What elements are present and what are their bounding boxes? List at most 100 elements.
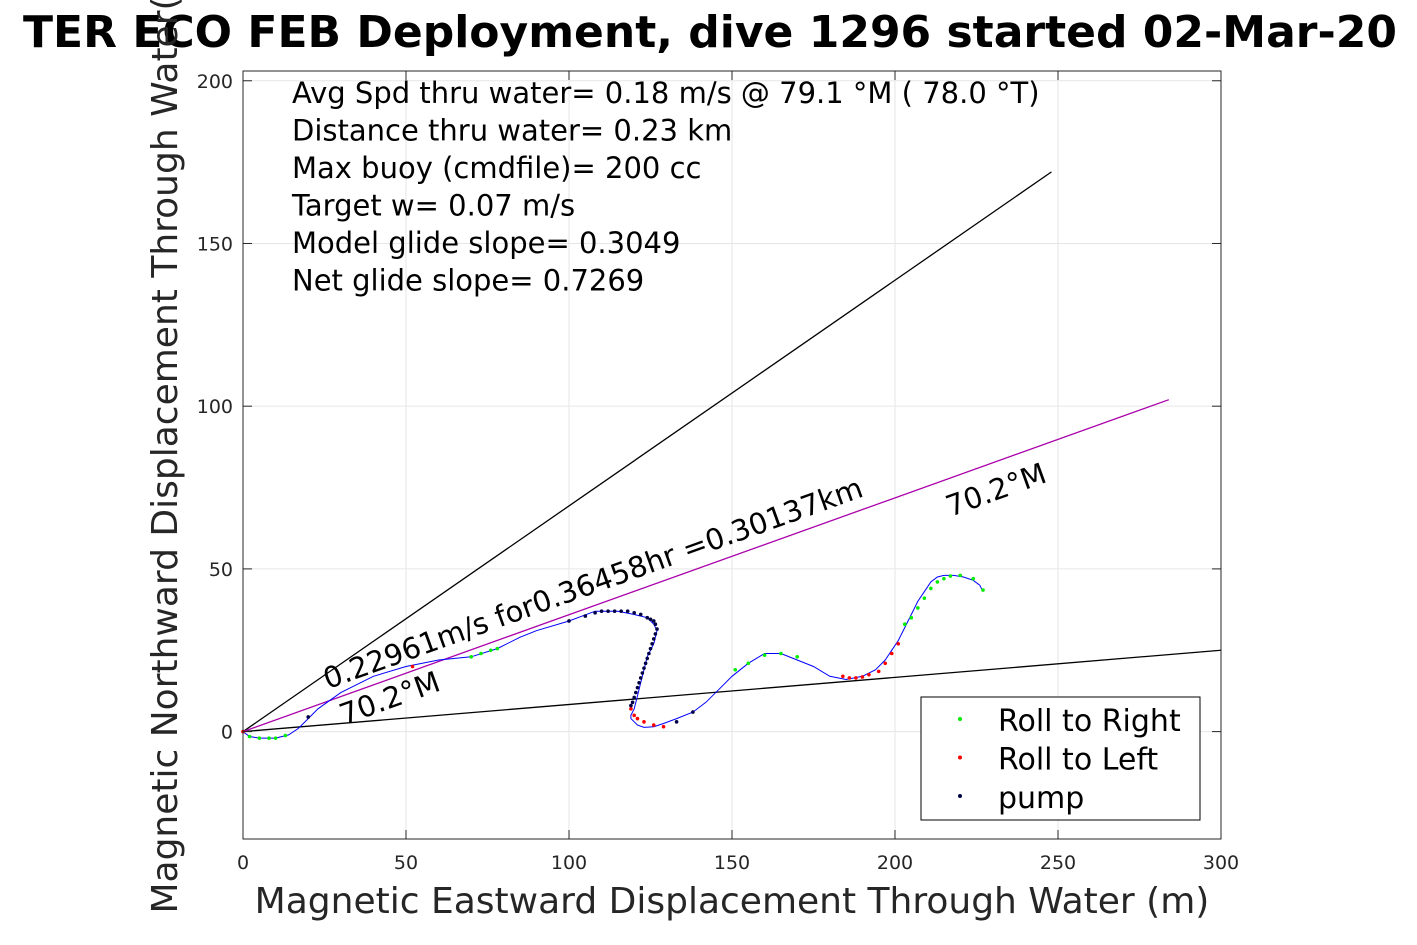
point-roll-to-right — [981, 588, 985, 592]
point-pump — [645, 615, 650, 620]
reference-line-0 — [242, 171, 1052, 733]
point-roll-to-right — [909, 615, 914, 620]
x-axis-label: Magnetic Eastward Displacement Through W… — [255, 881, 1210, 922]
point-pump — [606, 609, 610, 614]
point-pump — [634, 690, 638, 695]
point-pump — [630, 700, 635, 705]
info-line-1: Distance thru water= 0.23 km — [292, 114, 732, 148]
info-line-4: Model glide slope= 0.3049 — [292, 226, 680, 260]
point-pump — [691, 710, 695, 714]
x-tick-label: 150 — [714, 852, 750, 874]
point-pump — [638, 612, 643, 617]
info-line-3: Target w= 0.07 m/s — [291, 189, 575, 223]
point-pump — [645, 656, 650, 661]
reference-line-2 — [242, 399, 1170, 733]
x-tick-label: 250 — [1040, 852, 1076, 874]
point-pump — [648, 646, 653, 651]
point-roll-to-left — [410, 664, 415, 669]
ticks — [242, 71, 1222, 839]
point-pump — [651, 637, 656, 641]
data-points — [241, 573, 985, 740]
y-axis-label: Magnetic Northward Displacement Through … — [145, 0, 186, 914]
point-roll-to-left — [883, 661, 888, 666]
info-line-0: Avg Spd thru water= 0.18 m/s @ 79.1 °M (… — [292, 76, 1040, 110]
point-pump — [638, 676, 643, 680]
y-tick-label: 150 — [197, 233, 233, 255]
point-roll-to-right — [247, 734, 252, 739]
info-text-block: Avg Spd thru water= 0.18 m/s @ 79.1 °M (… — [291, 76, 1040, 298]
reference-line-1 — [242, 649, 1222, 733]
point-pump — [655, 627, 659, 631]
point-roll-to-right — [779, 651, 783, 656]
point-roll-to-right — [948, 574, 953, 578]
point-roll-to-left — [876, 669, 881, 674]
point-roll-to-left — [661, 724, 666, 729]
point-pump — [648, 617, 653, 622]
point-roll-to-right — [971, 576, 976, 581]
point-roll-to-left — [889, 651, 894, 656]
point-pump — [306, 715, 311, 719]
point-pump — [650, 641, 654, 646]
point-roll-to-left — [635, 716, 640, 721]
point-roll-to-right — [267, 736, 271, 740]
point-pump — [567, 619, 571, 623]
point-roll-to-right — [916, 606, 920, 610]
point-roll-to-right — [922, 596, 927, 600]
point-roll-to-right — [733, 667, 738, 672]
point-roll-to-left — [651, 723, 656, 727]
y-tick-label: 50 — [209, 559, 233, 581]
point-pump — [612, 609, 617, 614]
point-pump — [647, 651, 651, 656]
point-roll-to-left — [867, 672, 871, 677]
point-roll-to-left — [847, 676, 852, 680]
point-roll-to-left — [629, 707, 633, 711]
x-tick-label: 300 — [1203, 852, 1239, 874]
legend-marker — [958, 755, 962, 760]
point-roll-to-right — [257, 736, 262, 740]
x-tick-label: 50 — [394, 852, 418, 874]
point-roll-to-left — [854, 676, 858, 680]
point-roll-to-right — [488, 648, 493, 653]
point-roll-to-right — [469, 654, 474, 659]
legend-marker — [958, 717, 962, 721]
point-pump — [651, 619, 656, 623]
track — [242, 574, 984, 739]
point-pump — [632, 611, 636, 615]
point-roll-to-right — [283, 733, 288, 738]
info-line-2: Max buoy (cmdfile)= 200 cc — [292, 151, 701, 185]
point-pump — [593, 611, 597, 615]
point-pump — [619, 609, 623, 614]
point-roll-to-right — [902, 622, 907, 627]
point-roll-to-right — [958, 573, 962, 578]
point-roll-to-right — [273, 736, 278, 740]
point-pump — [637, 680, 641, 685]
reference-lines — [242, 171, 1222, 733]
tick-labels: 0 50 100 150 200 250 300 0 50 100 150 200 — [197, 71, 1239, 874]
point-pump — [632, 695, 636, 700]
legend-marker — [958, 794, 962, 798]
point-pump — [635, 685, 640, 690]
info-line-5: Net glide slope= 0.7269 — [292, 264, 644, 298]
point-roll-to-left — [642, 720, 646, 724]
point-pump — [643, 661, 648, 666]
point-pump — [629, 703, 633, 708]
point-roll-to-right — [929, 586, 933, 591]
point-pump — [674, 720, 679, 724]
point-roll-to-right — [935, 580, 940, 584]
point-roll-to-left — [632, 713, 636, 718]
x-tick-label: 0 — [237, 852, 249, 874]
y-tick-label: 200 — [197, 71, 233, 93]
y-tick-label: 0 — [221, 722, 233, 744]
point-roll-to-right — [746, 661, 751, 666]
y-tick-label: 100 — [197, 396, 233, 418]
point-pump — [599, 609, 604, 614]
point-roll-to-left — [860, 675, 865, 679]
x-tick-label: 200 — [877, 852, 913, 874]
x-tick-label: 100 — [551, 852, 587, 874]
point-roll-to-right — [762, 653, 767, 657]
point-pump — [642, 666, 646, 670]
legend-entry: Roll to Right — [998, 704, 1181, 739]
point-pump — [653, 632, 658, 636]
